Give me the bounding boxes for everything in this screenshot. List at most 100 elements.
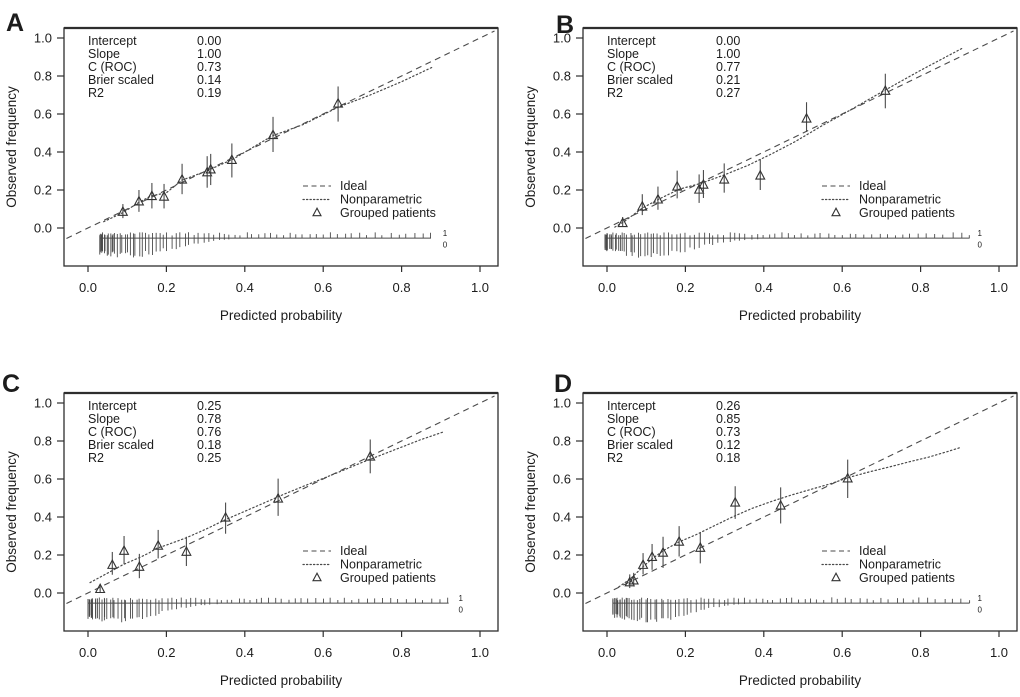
x-axis-title: Predicted probability (739, 308, 862, 323)
x-tick-label: 0.0 (79, 280, 97, 295)
stats-label: Intercept (88, 399, 137, 413)
x-tick-label: 0.4 (755, 645, 773, 660)
grouped-point-triangle (880, 84, 891, 95)
rug-label-one: 1 (443, 229, 448, 238)
x-tick-label: 0.2 (676, 280, 694, 295)
stats-value: 0.73 (716, 425, 740, 439)
y-tick-label: 0.2 (553, 183, 571, 198)
grouped-point-triangle (134, 560, 145, 571)
x-tick-label: 1.0 (471, 280, 489, 295)
grouped-point-triangle (364, 450, 376, 461)
grouped-point-triangle (133, 195, 145, 206)
legend-label: Nonparametric (340, 193, 422, 207)
grouped-point-triangle (176, 173, 188, 184)
x-tick-label: 1.0 (471, 645, 489, 660)
stats-value: 1.00 (197, 47, 221, 61)
stats-value: 0.76 (197, 425, 221, 439)
ideal-line (66, 30, 495, 239)
x-tick-label: 0.0 (598, 645, 616, 660)
x-tick-label: 0.0 (598, 280, 616, 295)
y-tick-label: 0.4 (553, 510, 571, 525)
stats-label: Slope (88, 47, 120, 61)
stats-value: 0.78 (197, 412, 221, 426)
y-tick-label: 0.6 (553, 107, 571, 122)
grouped-point-triangle (272, 492, 284, 503)
y-tick-label: 0.2 (34, 183, 52, 198)
legend-label: Grouped patients (340, 206, 436, 220)
stats-value: 0.85 (716, 412, 740, 426)
nonparametric-curve (618, 447, 961, 588)
nonparametric-curve (614, 47, 963, 228)
ideal-line (66, 395, 495, 604)
stats-label: R2 (607, 451, 623, 465)
grouped-point-triangle (146, 190, 158, 201)
x-tick-label: 0.0 (79, 645, 97, 660)
legend-triangle-sample (831, 572, 841, 582)
grouped-point-triangle (220, 511, 231, 522)
grouped-point-triangle (694, 541, 706, 552)
stats-label: Slope (607, 47, 639, 61)
stats-label: Intercept (607, 34, 656, 48)
panel-letter: D (554, 370, 572, 398)
panel-B: 0.0 1.0 0.2 0.8 0.4 0.6 0.6 0.4 0.8 0.2 1.0 0.0 Pred… (510, 0, 1020, 349)
x-tick-label: 0.4 (236, 280, 254, 295)
y-tick-label: 0.8 (553, 69, 571, 84)
y-axis-title: Observed frequency (4, 86, 19, 208)
stats-label: Slope (607, 412, 639, 426)
stats-label: R2 (88, 86, 104, 100)
x-tick-label: 0.2 (676, 645, 694, 660)
stats-value: 0.25 (197, 399, 221, 413)
stats-label: Brier scaled (88, 73, 154, 87)
panel-B-chart: 0.0 1.0 0.2 0.8 0.4 0.6 0.6 0.4 0.8 0.2 1.0 0.0 Pred… (523, 11, 1018, 323)
x-axis-title: Predicted probability (739, 673, 862, 688)
grouped-point-triangle (637, 558, 649, 569)
stats-label: Intercept (607, 399, 656, 413)
y-tick-label: 0.0 (553, 221, 571, 236)
nonparametric-curve (89, 430, 446, 584)
grouped-point-triangle (628, 574, 639, 585)
stats-value: 1.00 (716, 47, 740, 61)
stats-value: 0.21 (716, 73, 740, 87)
grouped-point-triangle (117, 205, 129, 216)
y-tick-label: 0.8 (553, 434, 571, 449)
grouped-point-triangle (332, 97, 344, 108)
stats-label: Brier scaled (607, 438, 673, 452)
rug-label-one: 1 (977, 229, 982, 238)
panel-A: 0.0 1.0 0.2 0.8 0.4 0.6 0.6 0.4 0.8 0.2 1.0 0.0 Pred… (0, 0, 510, 349)
y-axis-title: Observed frequency (4, 451, 19, 573)
rug-label-one: 1 (977, 594, 982, 603)
stats-label: Slope (88, 412, 120, 426)
stats-label: C (ROC) (88, 425, 137, 439)
y-tick-label: 0.6 (34, 107, 52, 122)
stats-value: 0.19 (197, 86, 221, 100)
legend-label: Ideal (859, 544, 886, 558)
y-tick-label: 1.0 (34, 396, 52, 411)
stats-label: R2 (88, 451, 104, 465)
x-axis-title: Predicted probability (220, 308, 343, 323)
stats-label: C (ROC) (607, 60, 656, 74)
stats-label: Brier scaled (607, 73, 673, 87)
legend-triangle-sample (831, 207, 841, 217)
y-tick-label: 0.4 (34, 510, 52, 525)
grouped-point-triangle (842, 472, 854, 483)
y-tick-label: 0.4 (34, 145, 52, 160)
x-tick-label: 0.2 (157, 280, 175, 295)
legend-label: Grouped patients (859, 571, 955, 585)
stats-value: 0.12 (716, 438, 740, 452)
y-tick-label: 0.8 (34, 434, 52, 449)
grouped-point-triangle (226, 154, 238, 165)
y-tick-label: 0.2 (34, 548, 52, 563)
x-tick-label: 0.8 (393, 645, 411, 660)
rug-label-zero: 0 (443, 241, 448, 250)
x-tick-label: 0.6 (314, 280, 332, 295)
x-tick-label: 0.4 (755, 280, 773, 295)
x-tick-label: 0.6 (833, 280, 851, 295)
grouped-point-triangle (754, 169, 766, 180)
legend-label: Nonparametric (859, 558, 941, 572)
rug-label-zero: 0 (977, 606, 982, 615)
rug-label-one: 1 (458, 594, 463, 603)
y-axis-title: Observed frequency (523, 451, 538, 573)
grouped-point-triangle (801, 112, 812, 123)
y-axis-title: Observed frequency (523, 86, 538, 208)
y-tick-label: 0.0 (34, 586, 52, 601)
